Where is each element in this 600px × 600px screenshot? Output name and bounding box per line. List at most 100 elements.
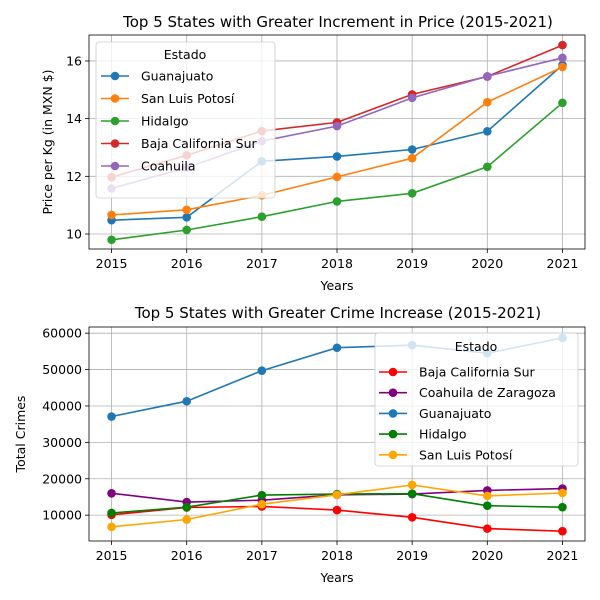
- price-data-point: [107, 210, 116, 220]
- price-legend-label: Coahuila: [141, 159, 196, 174]
- crime-x-tick-label: 2016: [171, 548, 203, 563]
- crime-data-point: [483, 524, 492, 533]
- crime-data-point: [107, 522, 116, 532]
- crime-data-point: [407, 480, 417, 490]
- price-legend-label: San Luis Potosí: [141, 91, 235, 106]
- crime-legend-label: Guanajuato: [419, 406, 491, 421]
- price-data-point: [483, 162, 492, 172]
- crime-data-point: [558, 488, 567, 498]
- price-x-tick-label: 2021: [547, 256, 579, 271]
- price-legend-swatch-marker: [110, 71, 120, 81]
- crime-legend-swatch-marker: [388, 367, 398, 377]
- price-data-point: [107, 235, 116, 245]
- crime-x-tick-label: 2017: [246, 548, 278, 563]
- price-data-point: [483, 71, 492, 81]
- price-y-tick-label: 12: [66, 169, 82, 184]
- crime-data-point: [257, 366, 267, 375]
- price-y-tick-label: 16: [66, 53, 82, 68]
- price-data-point: [407, 189, 417, 198]
- price-data-point: [182, 225, 191, 235]
- crime-legend-entries: Baja California Sur Coahuila de Zaragoza G…: [379, 365, 556, 462]
- crime-legend-entry: San Luis Potosí: [379, 447, 513, 462]
- price-data-point: [257, 212, 267, 221]
- price-data-point: [407, 93, 417, 103]
- price-y-tick-label: 10: [66, 227, 82, 242]
- crime-y-axis: 10000 20000 30000 40000 50000 60000: [42, 326, 89, 523]
- crime-y-tick-label: 40000: [42, 398, 82, 413]
- price-legend-entry: Guanajuato: [101, 69, 213, 84]
- price-y-tick-label: 14: [66, 111, 82, 126]
- crime-data-point: [107, 508, 116, 518]
- crime-data-point: [257, 490, 267, 500]
- price-x-tick-label: 2020: [471, 256, 503, 271]
- crime-y-tick-label: 50000: [42, 362, 82, 377]
- crime-legend-entry: Hidalgo: [379, 427, 467, 442]
- crime-legend-swatch-marker: [388, 450, 398, 460]
- price-legend-label: Baja California Sur: [141, 136, 258, 151]
- price-data-point: [558, 98, 567, 108]
- price-legend-label: Guanajuato: [141, 69, 213, 84]
- price-data-point: [332, 172, 342, 182]
- price-data-point: [332, 152, 342, 161]
- price-legend-swatch-marker: [110, 94, 120, 103]
- price-data-point: [182, 205, 191, 215]
- price-legend-entries: Guanajuato San Luis Potosí Hidalgo Baja Cal…: [101, 69, 258, 174]
- crime-legend-label: Hidalgo: [419, 427, 467, 442]
- price-x-axis-label: Years: [320, 278, 354, 293]
- price-x-tick-label: 2018: [321, 256, 353, 271]
- crime-data-point: [257, 499, 267, 509]
- crime-data-point: [407, 489, 417, 498]
- crime-data-point: [182, 515, 191, 524]
- crime-x-tick-label: 2018: [321, 548, 353, 563]
- crime-chart: Top 5 States with Greater Crime Increase…: [13, 304, 586, 585]
- price-data-point: [332, 197, 342, 206]
- crime-data-point: [182, 396, 191, 406]
- crime-legend-entry: Coahuila de Zaragoza: [379, 385, 556, 400]
- crime-data-point: [558, 526, 567, 536]
- price-legend: Estado Guanajuato San Luis Potosí Hidalgo B…: [95, 41, 276, 199]
- crime-legend-box: [374, 332, 579, 467]
- crime-x-tick-label: 2019: [396, 548, 428, 563]
- price-legend-entry: Hidalgo: [101, 114, 189, 129]
- price-chart-title: Top 5 States with Greater Increment in P…: [122, 13, 553, 31]
- price-legend-title: Estado: [164, 47, 207, 62]
- crime-series-san-luis-potosi: [107, 480, 567, 532]
- crime-legend-swatch-marker: [388, 429, 398, 439]
- price-data-point: [558, 53, 567, 63]
- price-data-point: [558, 40, 567, 50]
- crime-data-point: [483, 501, 492, 510]
- price-data-point: [483, 97, 492, 107]
- price-x-tick-label: 2016: [171, 256, 203, 271]
- price-legend-label: Hidalgo: [141, 114, 189, 129]
- crime-data-point: [483, 491, 492, 501]
- price-legend-swatch-marker: [110, 116, 120, 126]
- crime-x-tick-label: 2015: [96, 548, 128, 563]
- crime-data-point: [558, 502, 567, 512]
- price-data-point: [558, 62, 567, 72]
- crime-x-tick-label: 2021: [547, 548, 579, 563]
- crime-legend: Estado Baja California Sur Coahuila de Za…: [374, 332, 579, 467]
- crime-chart-title: Top 5 States with Greater Crime Increase…: [134, 304, 541, 322]
- price-x-axis: 2015 2016 2017 2018 2019 2020 2021: [96, 249, 579, 271]
- price-legend-swatch-marker: [110, 139, 120, 148]
- crime-legend-label: Coahuila de Zaragoza: [419, 385, 556, 400]
- crime-data-point: [332, 490, 342, 500]
- price-data-point: [332, 121, 342, 131]
- crime-x-axis-label: Years: [320, 570, 354, 585]
- price-data-point: [407, 145, 417, 154]
- price-legend-swatch-marker: [110, 161, 120, 171]
- price-legend-box: [95, 41, 276, 199]
- price-data-point: [182, 212, 191, 222]
- crime-data-point: [407, 513, 417, 522]
- price-series-hidalgo: [107, 98, 567, 245]
- price-y-axis-label: Price per Kg (in MXN $): [40, 69, 55, 214]
- crime-y-tick-label: 20000: [42, 471, 82, 486]
- price-chart: Top 5 States with Greater Increment in P…: [40, 13, 586, 293]
- price-y-axis: 10 12 14 16: [66, 53, 89, 242]
- crime-legend-label: Baja California Sur: [419, 365, 536, 380]
- crime-y-tick-label: 60000: [42, 326, 82, 341]
- price-legend-entry: San Luis Potosí: [101, 91, 235, 106]
- crime-legend-entry: Guanajuato: [379, 406, 491, 421]
